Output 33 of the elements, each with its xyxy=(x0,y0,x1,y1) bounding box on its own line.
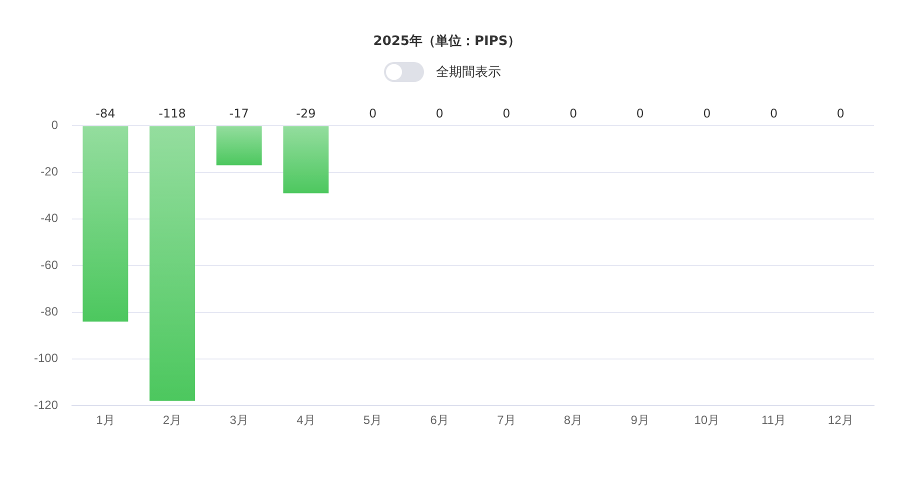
x-tick-label: 4月 xyxy=(296,413,316,428)
y-tick-label: -80 xyxy=(40,304,58,319)
data-label: 0 xyxy=(836,106,844,121)
data-label: -118 xyxy=(158,106,186,121)
y-tick-label: -20 xyxy=(40,164,58,179)
text: 全期間表示 xyxy=(436,64,501,81)
x-tick-label: 9月 xyxy=(630,413,650,428)
x-tick-label: 10月 xyxy=(694,413,720,428)
y-tick-label: -100 xyxy=(34,351,58,366)
x-tick-label: 3月 xyxy=(230,413,248,428)
data-label: 0 xyxy=(636,106,644,121)
y-tick-label: 0 xyxy=(51,118,58,132)
data-label: -17 xyxy=(229,106,249,121)
x-tick-label: 8月 xyxy=(564,413,583,428)
data-label: 0 xyxy=(703,106,711,121)
x-tick-label: 2月 xyxy=(162,413,182,428)
x-tick-label: 12月 xyxy=(828,413,854,428)
x-tick-label: 11月 xyxy=(762,413,786,428)
data-label: 0 xyxy=(502,106,510,121)
y-tick-label: -120 xyxy=(34,398,58,412)
data-label: 0 xyxy=(770,106,778,121)
y-tick-label: -40 xyxy=(40,211,58,226)
y-tick-label: -60 xyxy=(40,258,58,272)
chart-title: 2025年（単位：PIPS） xyxy=(373,34,521,50)
data-label: -84 xyxy=(96,106,116,121)
data-label: 0 xyxy=(368,106,377,121)
data-label: 0 xyxy=(569,106,578,121)
x-tick-label: 1月 xyxy=(96,413,115,428)
x-tick-label: 5月 xyxy=(363,413,382,428)
x-tick-label: 6月 xyxy=(430,413,449,428)
x-tick-label: 7月 xyxy=(497,413,516,428)
data-label: -29 xyxy=(296,106,316,121)
data-label: 0 xyxy=(436,106,444,121)
